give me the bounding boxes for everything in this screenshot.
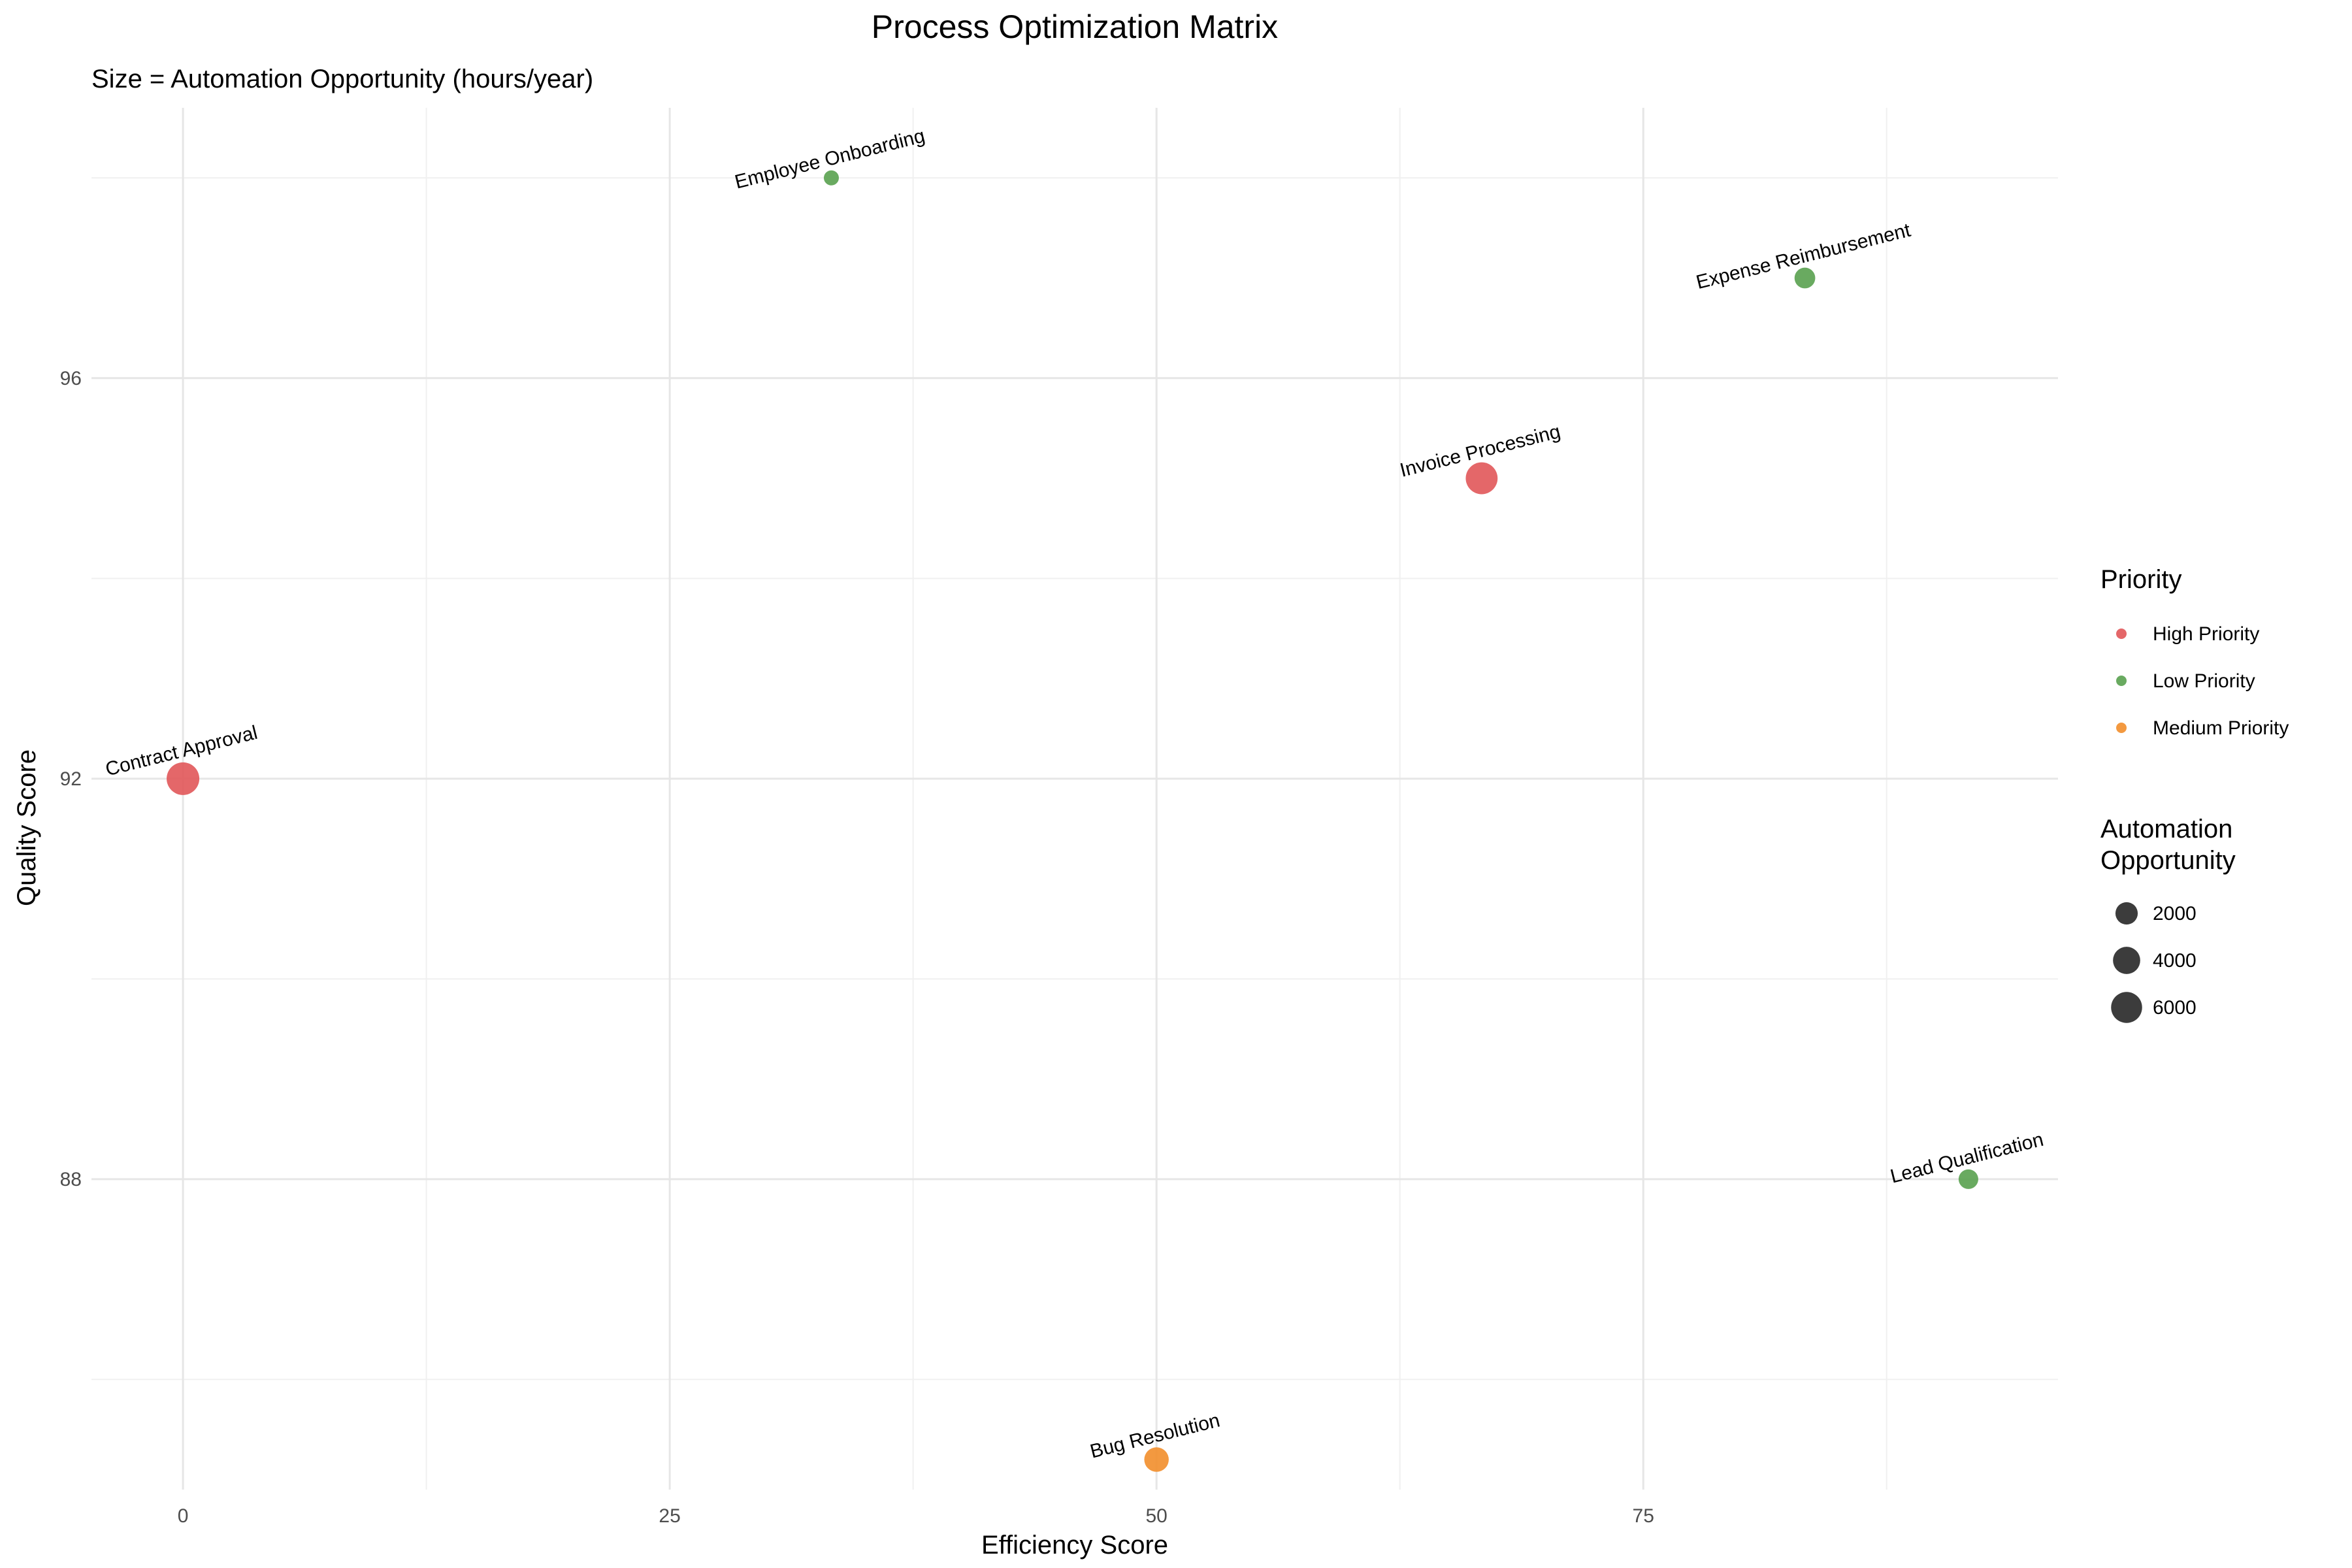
data-point (167, 762, 200, 795)
x-axis-label: Efficiency Score (981, 1531, 1168, 1560)
legend-color-label: High Priority (2153, 623, 2259, 645)
data-point (1958, 1169, 1978, 1189)
y-tick-label: 96 (60, 368, 82, 389)
y-tick-label: 88 (60, 1169, 82, 1190)
chart-subtitle: Size = Automation Opportunity (hours/yea… (91, 65, 593, 93)
legend-size-label: 4000 (2153, 950, 2197, 972)
x-tick-label: 25 (659, 1505, 680, 1527)
legend-color-key (2116, 676, 2127, 686)
legend-size-key (2111, 992, 2142, 1023)
x-tick-label: 50 (1145, 1505, 1167, 1527)
y-tick-label: 92 (60, 768, 82, 790)
data-point (1144, 1447, 1169, 1472)
legend-size-title: Automation (2100, 815, 2232, 843)
legend-size-title: Opportunity (2100, 846, 2236, 875)
y-axis-label: Quality Score (12, 749, 41, 906)
legend-size-label: 2000 (2153, 903, 2197, 924)
legend-color-title: Priority (2100, 565, 2181, 594)
legend: Priority High Priority Low Priority Medium … (2100, 565, 2289, 1023)
data-point (823, 170, 839, 186)
grid (91, 108, 2058, 1490)
legend-color-label: Medium Priority (2153, 717, 2289, 739)
axis-ticks: 0 25 50 75 88 92 96 (60, 368, 1654, 1527)
legend-size-label: 6000 (2153, 997, 2197, 1019)
x-tick-label: 0 (178, 1505, 189, 1527)
data-point (1794, 267, 1816, 289)
legend-color-key (2116, 629, 2127, 639)
data-point (1465, 462, 1498, 495)
data-points (167, 170, 1978, 1472)
legend-size-key (2113, 947, 2140, 974)
legend-color-label: Low Priority (2153, 670, 2255, 692)
x-tick-label: 75 (1633, 1505, 1654, 1527)
chart-title: Process Optimization Matrix (872, 8, 1278, 45)
legend-color-key (2116, 723, 2127, 733)
legend-size-key (2115, 902, 2138, 925)
